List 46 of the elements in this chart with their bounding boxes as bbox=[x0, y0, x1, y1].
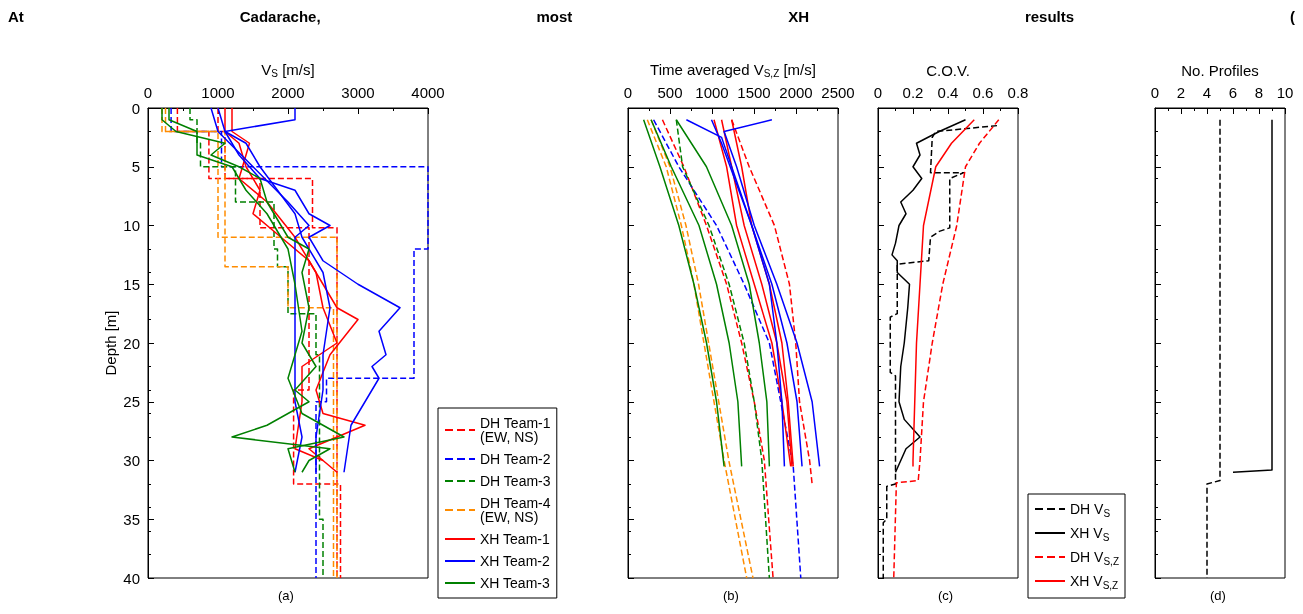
legend-label: DH Team-1 (EW, NS) bbox=[480, 415, 551, 445]
x-tick-label: 0 bbox=[143, 84, 153, 101]
text: At Cadarache, most XH results ( bbox=[8, 8, 1295, 25]
x-tick-label: 2000 bbox=[271, 84, 305, 101]
x-tick-label: 2500 bbox=[821, 84, 855, 101]
legend-label: DH Team-3 bbox=[480, 473, 551, 489]
x-tick-label: 3000 bbox=[341, 84, 375, 101]
x-tick-label: 1500 bbox=[737, 84, 771, 101]
x-tick-label: 10 bbox=[1276, 84, 1294, 101]
x-tick-label: 4000 bbox=[411, 84, 445, 101]
legend-label: DH Team-4 (EW, NS) bbox=[480, 495, 551, 525]
y-tick-label: 20 bbox=[123, 334, 140, 352]
legend-label: DH Team-2 bbox=[480, 451, 551, 467]
x-tick-label: 500 bbox=[657, 84, 683, 101]
y-tick-label: 5 bbox=[131, 158, 140, 176]
y-axis-title: Depth [m] bbox=[102, 310, 119, 376]
y-tick-label: 25 bbox=[123, 393, 140, 411]
x-tick-label: 0.2 bbox=[902, 84, 924, 101]
y-tick-label: 15 bbox=[123, 275, 140, 293]
x-tick-label: 0.4 bbox=[937, 84, 959, 101]
x-tick-label: 1000 bbox=[201, 84, 235, 101]
text: (c) bbox=[938, 588, 954, 603]
x-tick-label: 6 bbox=[1228, 84, 1238, 101]
y-tick-label: 35 bbox=[123, 510, 140, 528]
x-tick-label: 0.6 bbox=[972, 84, 994, 101]
y-tick-label: 30 bbox=[123, 452, 140, 469]
x-tick-label: 2000 bbox=[779, 84, 813, 101]
text: (b) bbox=[723, 588, 739, 603]
text: (d) bbox=[1210, 588, 1226, 603]
x-tick-label: 1000 bbox=[695, 84, 729, 101]
legend-label: XH Team-1 bbox=[480, 531, 550, 547]
legend-label: XH Team-3 bbox=[480, 575, 550, 591]
x-tick-label: 0 bbox=[1150, 84, 1160, 101]
x-axis-title: C.O.V. bbox=[926, 62, 970, 79]
x-tick-label: 0.8 bbox=[1007, 84, 1029, 101]
x-tick-label: 8 bbox=[1254, 84, 1264, 101]
x-tick-label: 2 bbox=[1176, 84, 1186, 101]
y-tick-label: 10 bbox=[123, 217, 140, 234]
x-tick-label: 0 bbox=[873, 84, 883, 101]
x-tick-label: 4 bbox=[1202, 84, 1212, 101]
x-tick-label: 0 bbox=[623, 84, 633, 101]
y-tick-label: 40 bbox=[123, 569, 140, 587]
x-axis-title: No. Profiles bbox=[1181, 62, 1259, 79]
y-tick-label: 0 bbox=[131, 99, 140, 117]
legend-label: XH Team-2 bbox=[480, 553, 550, 569]
text: (a) bbox=[278, 588, 294, 603]
